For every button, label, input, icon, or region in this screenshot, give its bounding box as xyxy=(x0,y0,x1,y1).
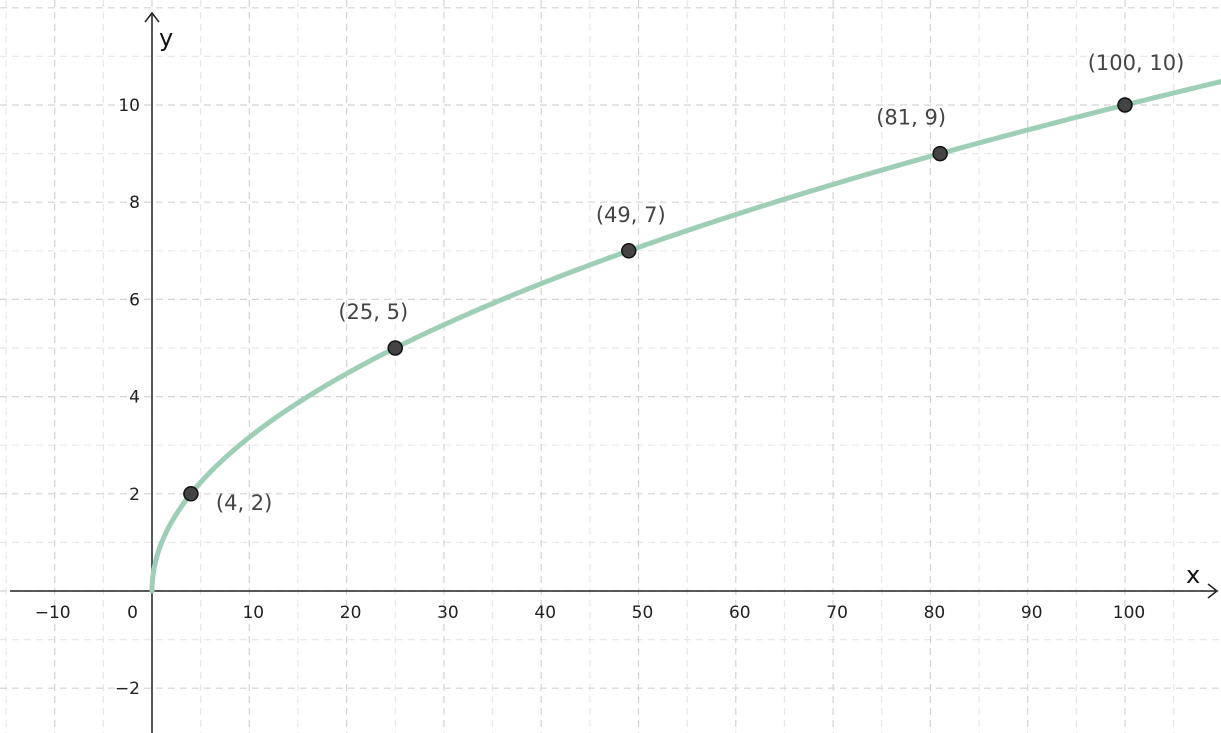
y-axis-arrow xyxy=(144,11,160,23)
x-tick-label: 50 xyxy=(632,603,654,623)
point-label: (100, 10) xyxy=(1088,51,1185,75)
data-point xyxy=(932,145,948,162)
x-tick-label: 0 xyxy=(127,603,138,623)
y-tick-label: −2 xyxy=(115,679,140,699)
x-tick-label: 30 xyxy=(437,603,459,623)
y-tick-label: 6 xyxy=(129,290,140,310)
x-tick-label: 90 xyxy=(1021,603,1043,623)
axes xyxy=(10,11,1219,733)
y-tick-label: 2 xyxy=(129,485,140,505)
point-label: (4, 2) xyxy=(216,491,272,515)
point-label: (81, 9) xyxy=(876,106,946,130)
x-tick-label: −10 xyxy=(35,603,71,623)
y-tick-label: 10 xyxy=(118,96,140,116)
point-label: (25, 5) xyxy=(338,300,408,324)
y-tick-label: 8 xyxy=(129,193,140,213)
y-tick-label: 4 xyxy=(129,388,140,408)
x-tick-label: 60 xyxy=(729,603,751,623)
x-axis-arrow xyxy=(1207,583,1219,599)
tick-labels: −10 0 10 20 30 40 50 60 70 80 90 100 −2 2 4 6 8 10 xyxy=(35,96,1145,699)
x-tick-label: 40 xyxy=(534,603,556,623)
x-tick-label: 70 xyxy=(826,603,848,623)
data-point xyxy=(621,243,637,259)
sqrt-curve xyxy=(149,79,1221,594)
points-layer: (4, 2) (25, 5) (49, 7) (81, 9) (100, 10) xyxy=(183,51,1185,515)
x-tick-label: 80 xyxy=(924,603,946,623)
x-tick-label: 10 xyxy=(242,603,264,623)
x-tick-label: 20 xyxy=(340,603,362,623)
y-axis-label: y xyxy=(159,24,173,52)
point-label: (49, 7) xyxy=(596,203,666,227)
x-axis-label: x xyxy=(1186,561,1200,589)
data-point xyxy=(183,486,199,502)
data-point xyxy=(387,340,403,356)
curve-layer xyxy=(149,79,1221,594)
data-point xyxy=(1117,97,1133,113)
x-tick-label: 100 xyxy=(1113,603,1145,623)
